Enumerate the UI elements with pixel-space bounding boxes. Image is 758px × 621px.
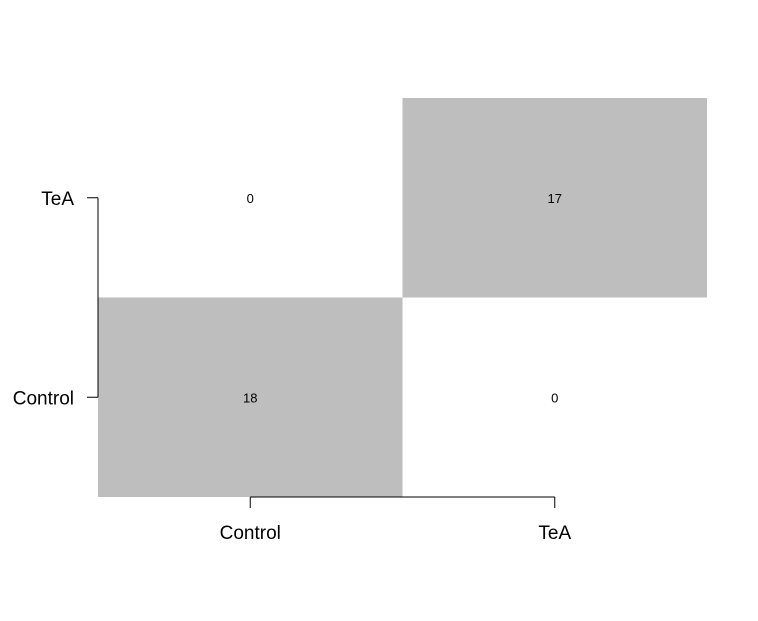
x-axis-ticks: Control TeA <box>220 523 572 544</box>
x-tick-label: TeA <box>538 523 571 544</box>
cell-value-label: 18 <box>243 390 257 405</box>
axes <box>87 197 556 508</box>
cell-value-label: 0 <box>551 390 558 405</box>
y-tick-label: Control <box>13 388 74 409</box>
heatmap-cells: 18 0 0 17 <box>98 98 707 497</box>
y-axis-line <box>87 197 99 398</box>
heatmap-cell <box>98 98 403 298</box>
cell-value-label: 0 <box>247 191 254 206</box>
x-axis-line <box>249 496 556 508</box>
heatmap-cell <box>402 98 707 298</box>
heatmap-cell <box>98 297 403 497</box>
heatmap-cell <box>402 297 707 497</box>
y-tick-label: TeA <box>41 189 74 210</box>
x-tick-label: Control <box>220 523 281 544</box>
cell-value-label: 17 <box>548 191 562 206</box>
y-axis-ticks: Control TeA <box>13 189 75 410</box>
